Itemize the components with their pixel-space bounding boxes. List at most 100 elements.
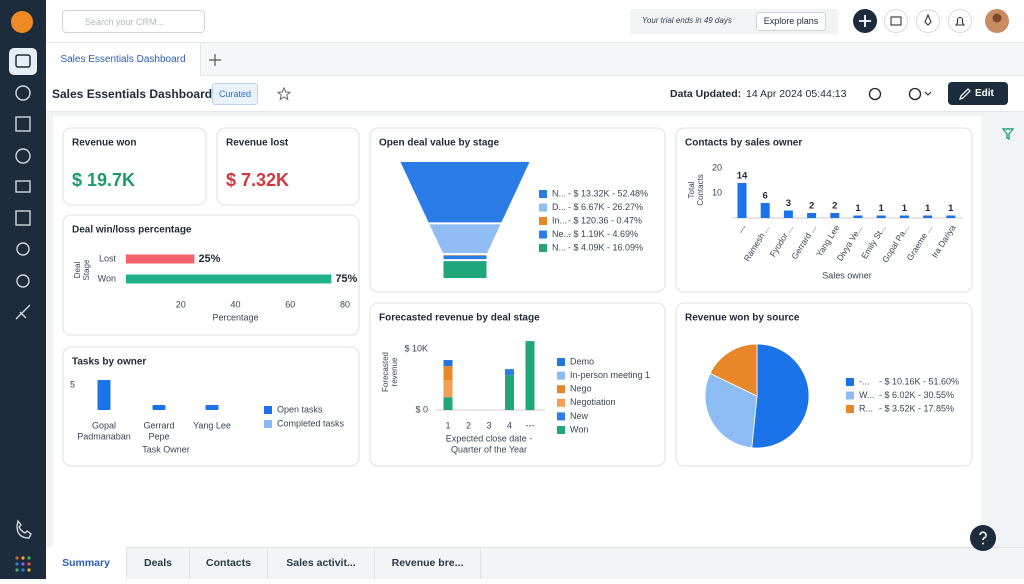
updated-label: Data Updated: [670,88,742,100]
phone-icon[interactable] [16,519,32,539]
bottom-tab[interactable]: Deals [127,547,190,579]
x-tick-label: 80 [340,299,350,309]
nav-icon[interactable] [15,116,31,132]
bar [126,254,195,264]
x-tick-label: 1 [445,420,450,430]
kpi-value: $ 19.7K [72,170,135,190]
x-axis-label: Percentage [212,312,258,322]
funnel-segment [429,224,501,254]
trial-text: Your trial ends in 49 days [642,16,732,25]
x-tick-label: Gopal [92,420,116,430]
legend-label: Completed tasks [277,418,345,428]
legend-label: In-person meeting 1 [570,370,650,380]
bar [737,183,747,218]
edit-icon [959,88,971,100]
rocket-button[interactable] [916,9,940,33]
pie-slice [704,372,758,449]
bar [97,380,111,410]
bell-button[interactable] [948,9,972,33]
bar [807,213,817,218]
nav-active[interactable] [9,48,37,75]
logo[interactable] [11,11,33,33]
bar-segment [443,359,453,367]
refresh-icon[interactable] [908,87,922,101]
legend-value: - $ 3.52K - 17.85% [879,403,954,413]
bar-segment [443,380,453,398]
widget-card [216,127,360,206]
widget-title: Forecasted revenue by deal stage [379,313,540,324]
x-axis-label: Expected close date - [446,433,533,443]
funnel-segment [443,261,487,278]
x-tick-label: Gerrard [143,420,174,430]
add-tab[interactable] [207,52,223,68]
bottom-tab[interactable]: Revenue bre... [375,547,481,579]
x-tick-label: 3 [486,420,491,430]
value-label: 25% [198,253,220,265]
x-tick-label: Yang Lee [193,420,231,430]
nav-icon[interactable] [15,148,31,164]
y-axis-label: revenue [390,357,399,386]
legend-label: In... [552,215,567,225]
funnel-segment [443,255,487,260]
bar [783,210,793,218]
bottom-tab[interactable]: Contacts [190,547,268,579]
nav-icon[interactable] [15,54,31,68]
legend-label: New [570,411,589,421]
nav-icon[interactable] [16,242,30,256]
bottom-tab[interactable]: Sales activit... [268,547,375,579]
value-label: 1 [925,203,931,214]
bar [830,213,840,218]
legend-label: N... [552,188,566,198]
legend-label: D... [552,202,566,212]
category-label: Lost [99,253,117,263]
legend-swatch [264,420,272,428]
kpi-value: $ 7.32K [226,170,289,190]
x-axis-label: Sales owner [822,270,872,280]
legend-label: Open tasks [277,404,323,414]
bottom-tab-bar [46,547,1024,579]
search-box[interactable]: Search your CRM... [62,10,205,33]
star-icon[interactable] [277,87,291,101]
dashboard-header [46,76,1024,112]
header-icons [868,87,932,101]
legend-swatch [557,398,565,407]
legend-label: Won [570,424,588,434]
nav-icon[interactable] [15,180,31,193]
bottom-tab[interactable]: Summary [46,547,127,579]
nav-icon[interactable] [15,85,31,101]
help-button[interactable] [969,524,997,552]
legend-swatch [557,412,565,421]
help-icon[interactable] [868,87,882,101]
x-axis-label: Quarter of the Year [451,444,527,454]
sidebar [0,0,46,579]
mail-button[interactable] [884,9,908,33]
dashboard-tab[interactable]: Sales Essentials Dashboard [46,43,201,76]
y-axis-label: Forecasted [381,352,390,392]
widget-title: Revenue lost [226,138,289,149]
edit-button[interactable]: Edit [948,82,1008,105]
y-tick-label: 20 [712,162,722,172]
value-label: 1 [855,203,861,214]
value-label: 6 [763,191,768,202]
legend-value: - $ 1.19K - 4.69% [568,229,638,239]
y-axis-label: Contacts [696,174,705,206]
value-label: 2 [809,201,814,212]
dashboard-title: Sales Essentials Dashboard [52,87,213,101]
x-tick-label: Pepe [148,431,169,441]
bar-segment [443,366,453,381]
nav-icon[interactable] [15,210,31,226]
legend-label: N... [552,242,566,252]
explore-button[interactable]: Explore plans [756,12,826,31]
apps-icon[interactable] [15,556,31,572]
filter-icon[interactable] [1000,126,1016,142]
bar [899,215,909,218]
nav-icon[interactable] [16,274,30,288]
x-tick-label: --- [526,420,535,430]
legend-label: Ne... [552,229,571,239]
nav-icon[interactable] [15,304,31,320]
widget-title: Revenue won by source [685,313,800,324]
bar [760,203,770,218]
bar [946,215,956,218]
widget-card [369,302,666,467]
widget-card [62,127,207,206]
